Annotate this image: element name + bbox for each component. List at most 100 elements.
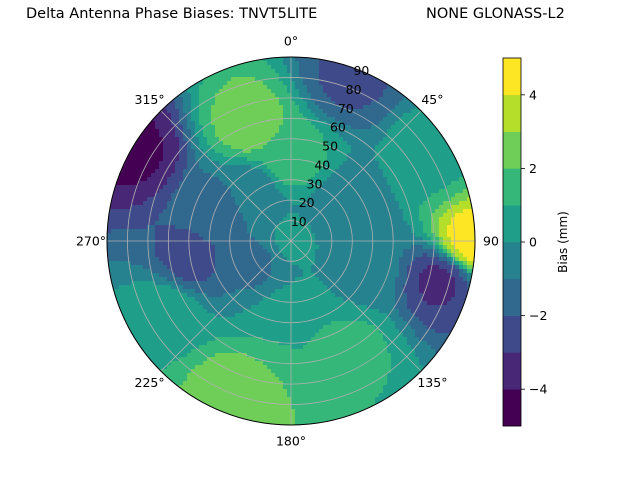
bias-cell: [383, 221, 388, 226]
bias-cell: [159, 305, 164, 310]
bias-cell: [419, 273, 424, 278]
bias-cell: [195, 233, 200, 238]
bias-cell: [299, 225, 304, 230]
bias-cell: [127, 161, 132, 166]
bias-cell: [407, 113, 412, 118]
bias-cell: [383, 129, 388, 134]
bias-cell: [203, 117, 208, 122]
bias-cell: [395, 225, 400, 230]
bias-cell: [303, 133, 308, 138]
bias-cell: [343, 305, 348, 310]
bias-cell: [355, 77, 360, 82]
bias-cell: [363, 261, 368, 266]
bias-cell: [219, 297, 224, 302]
bias-cell: [295, 285, 300, 290]
bias-cell: [139, 149, 144, 154]
bias-cell: [275, 257, 280, 262]
bias-cell: [187, 153, 192, 158]
bias-cell: [451, 173, 456, 178]
bias-cell: [327, 245, 332, 250]
bias-cell: [415, 241, 420, 246]
bias-cell: [383, 169, 388, 174]
bias-cell: [307, 173, 312, 178]
bias-cell: [443, 277, 448, 282]
bias-cell: [215, 265, 220, 270]
bias-cell: [219, 197, 224, 202]
bias-cell: [403, 301, 408, 306]
bias-cell: [195, 77, 200, 82]
bias-cell: [455, 225, 460, 230]
bias-cell: [315, 285, 320, 290]
bias-cell: [383, 213, 388, 218]
bias-cell: [227, 209, 232, 214]
bias-cell: [411, 145, 416, 150]
bias-cell: [331, 73, 336, 78]
bias-cell: [143, 121, 148, 126]
bias-cell: [251, 273, 256, 278]
bias-cell: [243, 225, 248, 230]
bias-cell: [143, 213, 148, 218]
bias-cell: [343, 177, 348, 182]
bias-cell: [327, 125, 332, 130]
bias-cell: [315, 297, 320, 302]
bias-cell: [391, 133, 396, 138]
bias-cell: [387, 85, 392, 90]
bias-cell: [275, 289, 280, 294]
bias-cell: [247, 233, 252, 238]
bias-cell: [395, 189, 400, 194]
bias-cell: [443, 249, 448, 254]
bias-cell: [147, 201, 152, 206]
bias-cell: [335, 169, 340, 174]
bias-cell: [183, 137, 188, 142]
bias-cell: [267, 305, 272, 310]
bias-cell: [235, 253, 240, 258]
bias-cell: [391, 273, 396, 278]
bias-cell: [399, 241, 404, 246]
bias-cell: [243, 249, 248, 254]
bias-cell: [203, 205, 208, 210]
bias-cell: [399, 273, 404, 278]
bias-cell: [375, 217, 380, 222]
bias-cell: [195, 249, 200, 254]
bias-cell: [231, 285, 236, 290]
bias-cell: [331, 89, 336, 94]
bias-cell: [223, 133, 228, 138]
bias-cell: [247, 89, 252, 94]
bias-cell: [223, 109, 228, 114]
bias-cell: [155, 209, 160, 214]
bias-cell: [427, 209, 432, 214]
bias-cell: [163, 125, 168, 130]
bias-cell: [355, 297, 360, 302]
bias-cell: [467, 241, 472, 246]
bias-cell: [375, 193, 380, 198]
bias-cell: [419, 261, 424, 266]
bias-cell: [147, 161, 152, 166]
bias-cell: [167, 189, 172, 194]
bias-cell: [247, 109, 252, 114]
bias-cell: [455, 249, 460, 254]
bias-cell: [359, 93, 364, 98]
bias-cell: [463, 285, 468, 290]
bias-cell: [323, 233, 328, 238]
bias-cell: [259, 245, 264, 250]
bias-cell: [431, 261, 436, 266]
bias-cell: [315, 289, 320, 294]
bias-cell: [363, 277, 368, 282]
bias-cell: [307, 293, 312, 298]
bias-cell: [439, 297, 444, 302]
bias-cell: [323, 89, 328, 94]
bias-cell: [143, 197, 148, 202]
bias-cell: [275, 297, 280, 302]
bias-cell: [219, 113, 224, 118]
bias-cell: [367, 117, 372, 122]
bias-cell: [435, 173, 440, 178]
bias-cell: [423, 265, 428, 270]
bias-cell: [451, 237, 456, 242]
bias-cell: [367, 73, 372, 78]
bias-cell: [259, 233, 264, 238]
bias-cell: [131, 257, 136, 262]
bias-cell: [303, 109, 308, 114]
bias-cell: [159, 293, 164, 298]
bias-cell: [191, 129, 196, 134]
bias-cell: [191, 281, 196, 286]
